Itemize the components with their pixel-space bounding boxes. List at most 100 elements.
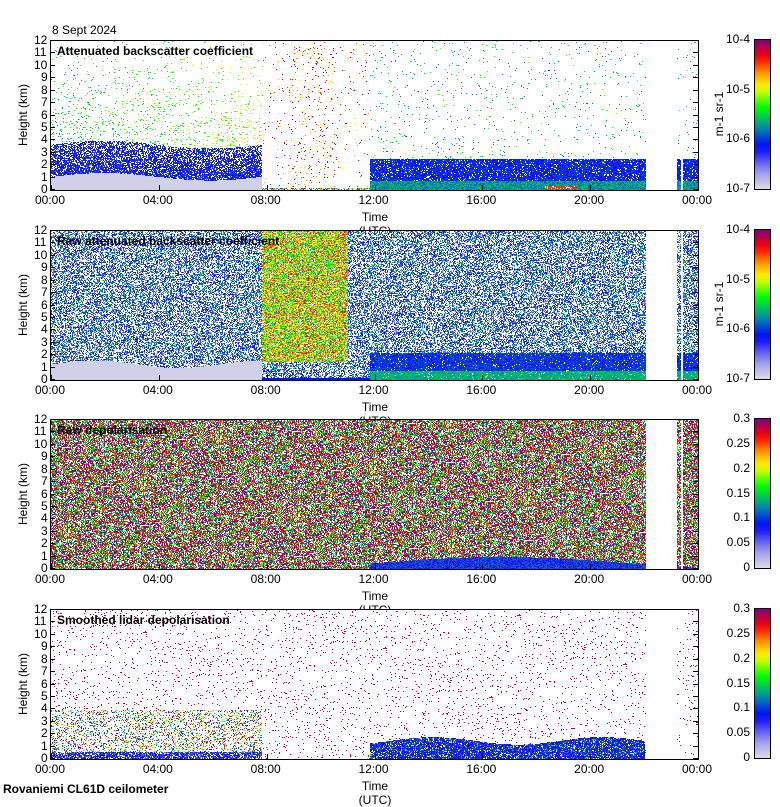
- x-tick-label: 16:00: [466, 193, 497, 207]
- colorbar: [754, 608, 771, 759]
- y-tick-mark: [51, 354, 55, 356]
- y-tick-label: 0: [41, 561, 48, 575]
- x-tick-label: 20:00: [574, 193, 605, 207]
- y-tick-mark: [51, 52, 55, 54]
- y-tick-mark: [693, 102, 698, 104]
- x-tick-label: 12:00: [358, 383, 389, 397]
- y-tick-mark: [693, 329, 698, 331]
- y-tick-label: 11: [34, 614, 47, 629]
- x-tick-label: 04:00: [142, 383, 173, 397]
- y-tick-mark: [693, 609, 698, 610]
- y-tick-mark: [693, 758, 698, 759]
- x-tick-mark: [51, 185, 52, 190]
- y-tick-label: 4: [41, 511, 48, 526]
- x-tick-label: 00:00: [35, 572, 66, 586]
- y-tick-mark: [51, 633, 55, 635]
- x-tick-mark: [266, 375, 268, 380]
- y-tick-label: 8: [41, 272, 48, 287]
- y-tick-mark: [51, 230, 55, 231]
- y-axis-label: Height (km): [16, 652, 30, 715]
- x-tick-mark: [158, 754, 160, 759]
- y-tick-mark: [693, 493, 698, 495]
- heatmap-canvas: [51, 41, 698, 190]
- y-tick-mark: [51, 671, 55, 673]
- y-tick-mark: [693, 189, 698, 190]
- y-tick-label: 1: [41, 169, 48, 184]
- colorbar-unit-label: m-1 sr-1: [712, 91, 726, 136]
- y-tick-mark: [51, 745, 55, 747]
- y-tick-mark: [51, 683, 55, 685]
- y-tick-label: 10: [34, 57, 48, 72]
- y-tick-mark: [693, 443, 698, 445]
- x-tick-mark: [590, 185, 592, 190]
- colorbar-tick-label: 0.1: [733, 700, 750, 715]
- x-tick-label: 04:00: [142, 193, 173, 207]
- y-tick-label: 3: [41, 523, 48, 538]
- x-tick-mark: [698, 564, 699, 569]
- y-tick-mark: [693, 733, 698, 735]
- y-tick-label: 11: [34, 424, 47, 439]
- y-tick-mark: [693, 708, 698, 710]
- y-tick-label: 12: [34, 33, 48, 47]
- y-tick-label: 9: [41, 260, 48, 275]
- colorbar-tick-label: 10-6: [725, 321, 750, 336]
- x-tick-label: 00:00: [35, 193, 66, 207]
- y-tick-mark: [693, 64, 698, 66]
- y-tick-label: 11: [34, 235, 47, 250]
- colorbar: [754, 229, 771, 380]
- colorbar-tick-label: 10-5: [725, 271, 750, 286]
- heatmap-plot-3: Raw depolarisation: [50, 419, 699, 570]
- colorbar-tick-label: 0.3: [733, 601, 750, 615]
- y-tick-mark: [693, 419, 698, 420]
- x-tick-mark: [266, 185, 268, 190]
- y-tick-label: 6: [41, 676, 48, 691]
- x-tick-label: 00:00: [682, 762, 713, 776]
- y-tick-mark: [51, 242, 55, 244]
- y-tick-mark: [51, 733, 55, 735]
- y-tick-label: 9: [41, 70, 48, 85]
- x-tick-mark: [590, 375, 592, 380]
- y-tick-label: 7: [41, 474, 48, 489]
- y-tick-label: 0: [41, 182, 48, 196]
- x-tick-mark: [266, 564, 268, 569]
- y-tick-label: 1: [41, 738, 48, 753]
- y-tick-mark: [51, 292, 55, 294]
- x-tick-label: 08:00: [250, 383, 281, 397]
- y-tick-label: 8: [41, 651, 48, 666]
- y-tick-mark: [51, 468, 55, 470]
- footer-station-label: Rovaniemi CL61D ceilometer: [3, 782, 169, 796]
- y-tick-label: 9: [41, 449, 48, 464]
- y-tick-mark: [693, 568, 698, 569]
- colorbar: [754, 39, 771, 190]
- x-tick-mark: [51, 564, 52, 569]
- y-tick-label: 0: [41, 751, 48, 765]
- x-tick-label: 04:00: [142, 572, 173, 586]
- y-tick-label: 1: [41, 548, 48, 563]
- colorbar-tick-label: 10-5: [725, 81, 750, 96]
- x-tick-mark: [374, 754, 376, 759]
- colorbar: [754, 418, 771, 569]
- y-tick-mark: [51, 77, 55, 79]
- y-tick-mark: [51, 646, 55, 648]
- y-tick-mark: [693, 646, 698, 648]
- panel-title: Raw depolarisation: [57, 423, 168, 437]
- y-tick-mark: [51, 267, 55, 269]
- y-tick-mark: [51, 695, 55, 697]
- x-tick-label: 00:00: [35, 762, 66, 776]
- y-tick-mark: [693, 695, 698, 697]
- x-tick-label: 08:00: [250, 572, 281, 586]
- y-tick-mark: [693, 52, 698, 54]
- colorbar-tick-label: 10-4: [725, 32, 750, 46]
- colorbar-tick-label: 0.05: [726, 535, 750, 550]
- y-tick-label: 12: [34, 223, 48, 237]
- y-tick-label: 9: [41, 639, 48, 654]
- heatmap-canvas: [51, 231, 698, 380]
- y-tick-mark: [693, 720, 698, 722]
- y-tick-mark: [51, 621, 55, 623]
- y-tick-label: 10: [34, 626, 48, 641]
- y-tick-label: 0: [41, 372, 48, 386]
- y-tick-mark: [693, 505, 698, 507]
- y-tick-mark: [51, 139, 55, 141]
- y-tick-mark: [51, 431, 55, 433]
- colorbar-tick-label: 0.05: [726, 725, 750, 740]
